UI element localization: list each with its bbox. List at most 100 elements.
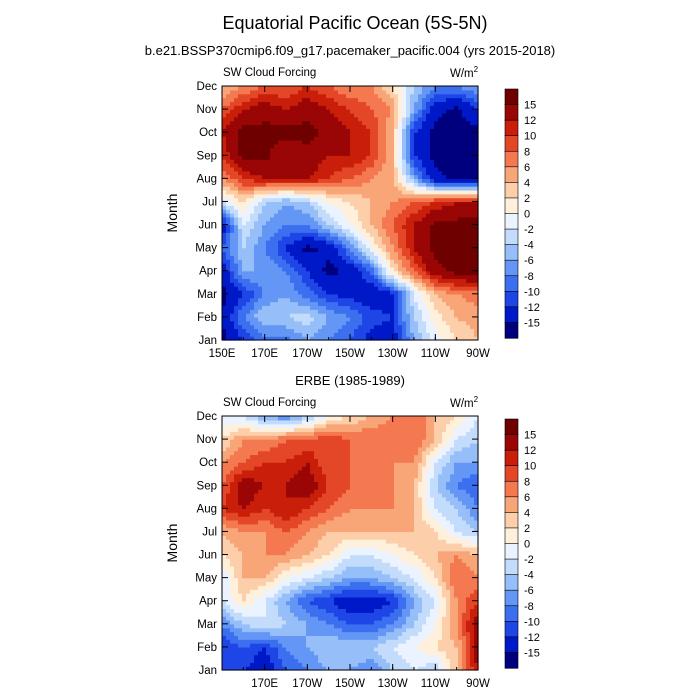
heatmap-cell [366, 97, 371, 102]
heatmap-cell [242, 109, 247, 114]
heatmap-cell [230, 201, 235, 206]
heatmap-cell [298, 247, 303, 253]
heatmap-cell [238, 658, 243, 663]
heatmap-cell [354, 170, 359, 176]
heatmap-cell [234, 243, 239, 249]
heatmap-cell [330, 205, 335, 210]
heatmap-cell [378, 109, 383, 114]
heatmap-cell [426, 266, 431, 272]
heatmap-cell [310, 239, 315, 245]
heatmap-cell [402, 305, 407, 310]
heatmap-cell [326, 263, 331, 268]
heatmap-cell [270, 224, 275, 229]
heatmap-cell [454, 189, 459, 195]
heatmap-cell [334, 197, 339, 203]
heatmap-cell [338, 293, 343, 299]
heatmap-cell [274, 109, 279, 114]
heatmap-cell [402, 266, 407, 272]
heatmap-cell [230, 120, 235, 126]
heatmap-cell [378, 328, 383, 333]
heatmap-cell [390, 97, 395, 102]
heatmap-cell [346, 263, 351, 268]
heatmap-cell [382, 86, 387, 91]
heatmap-cell [362, 643, 367, 648]
heatmap-cell [226, 316, 231, 322]
heatmap-cell [366, 297, 371, 303]
heatmap-cell [438, 239, 443, 245]
heatmap-cell [366, 128, 371, 133]
heatmap-cell [346, 251, 351, 256]
heatmap-cell [446, 270, 451, 276]
heatmap-cell [346, 666, 351, 671]
heatmap-cell [254, 178, 259, 183]
heatmap-cell [270, 97, 275, 102]
heatmap-cell [470, 89, 475, 95]
heatmap-cell [266, 162, 271, 168]
heatmap-cell [274, 216, 279, 222]
heatmap-cell [370, 255, 375, 260]
heatmap-cell [274, 147, 279, 153]
heatmap-cell [374, 232, 379, 237]
heatmap-cell [226, 128, 231, 133]
heatmap-cell [438, 112, 443, 118]
heatmap-cell [350, 178, 355, 183]
heatmap-cell [238, 124, 243, 129]
heatmap-cell [450, 259, 455, 264]
heatmap-cell [370, 266, 375, 272]
heatmap-cell [394, 151, 399, 156]
heatmap-cell [274, 278, 279, 283]
heatmap-cell [310, 159, 315, 164]
heatmap-cell [458, 174, 463, 179]
heatmap-cell [378, 151, 383, 156]
heatmap-cell [290, 328, 295, 333]
heatmap-cell [238, 201, 243, 206]
heatmap-cell [242, 293, 247, 299]
heatmap-cell [334, 336, 339, 341]
heatmap-cell [394, 293, 399, 299]
heatmap-cell [398, 105, 403, 110]
heatmap-cell [434, 224, 439, 229]
heatmap-cell [410, 93, 415, 99]
heatmap-cell [374, 170, 379, 176]
heatmap-cell [246, 255, 251, 260]
heatmap-cell [422, 143, 427, 149]
heatmap-cell [318, 189, 323, 195]
heatmap-cell [366, 293, 371, 299]
heatmap-cell [250, 274, 255, 280]
heatmap-cell [410, 635, 415, 640]
heatmap-cell [394, 209, 399, 214]
heatmap-cell [450, 189, 455, 195]
heatmap-cell [342, 320, 347, 326]
heatmap-cell [398, 232, 403, 237]
heatmap-cell [338, 251, 343, 256]
heatmap-cell [278, 159, 283, 164]
heatmap-cell [266, 201, 271, 206]
heatmap-cell [454, 266, 459, 272]
heatmap-cell [302, 654, 307, 660]
heatmap-cell [426, 124, 431, 129]
heatmap-cell [450, 178, 455, 183]
panel-observed-ylabel: Month [164, 524, 180, 563]
heatmap-cell [442, 278, 447, 283]
heatmap-cell [382, 643, 387, 648]
heatmap-cell [258, 631, 263, 636]
heatmap-cell [294, 332, 299, 337]
heatmap-cell [246, 635, 251, 640]
heatmap-cell [222, 643, 227, 648]
heatmap-cell [426, 166, 431, 172]
heatmap-cell [338, 209, 343, 214]
heatmap-cell [438, 243, 443, 249]
heatmap-cell [394, 305, 399, 310]
heatmap-cell [402, 109, 407, 114]
heatmap-cell [410, 251, 415, 256]
heatmap-cell [338, 89, 343, 95]
heatmap-cell [390, 282, 395, 287]
heatmap-cell [326, 162, 331, 168]
heatmap-cell [230, 216, 235, 222]
heatmap-cell [402, 274, 407, 280]
heatmap-cell [410, 213, 415, 218]
heatmap-cell [238, 105, 243, 110]
heatmap-cell [226, 666, 231, 671]
heatmap-cell [394, 639, 399, 644]
heatmap-cell [418, 147, 423, 153]
